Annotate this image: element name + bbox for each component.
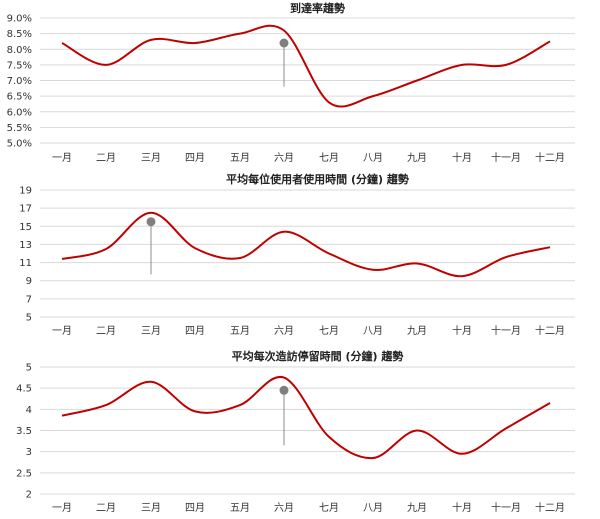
x-tick-label: 一月 [52, 502, 72, 514]
y-tick-label: 5 [26, 363, 32, 374]
y-tick-label: 5 [26, 313, 32, 324]
x-tick-label: 十二月 [535, 151, 565, 164]
x-tick-label: 十月 [452, 501, 472, 514]
y-tick-label: 5.5% [7, 123, 32, 134]
y-tick-label: 7.0% [7, 76, 32, 87]
y-tick-label: 5.0% [7, 139, 32, 150]
marker-dot [279, 38, 289, 48]
x-tick-label: 十月 [452, 324, 472, 337]
y-tick-label: 2 [26, 490, 32, 501]
y-tick-label: 2.5 [16, 468, 32, 479]
x-tick-label: 九月 [407, 502, 427, 514]
x-tick-label: 十一月 [491, 324, 521, 337]
y-tick-label: 4.5 [16, 384, 32, 395]
marker-dot [146, 217, 156, 227]
y-tick-label: 19 [19, 186, 32, 197]
x-tick-label: 八月 [363, 325, 383, 337]
chart-title-1: 到達率趨勢 [290, 1, 345, 15]
x-tick-label: 九月 [407, 325, 427, 337]
x-tick-label: 四月 [185, 325, 205, 337]
x-tick-label: 十二月 [535, 324, 565, 337]
series-line-3 [61, 376, 551, 460]
chart-title-2: 平均每位使用者使用時間 (分鐘) 趨勢 [226, 172, 409, 186]
y-tick-label: 3 [26, 447, 32, 458]
x-tick-label: 二月 [96, 325, 116, 337]
x-tick-label: 九月 [407, 152, 427, 164]
y-tick-label: 13 [19, 240, 32, 251]
x-tick-label: 三月 [141, 152, 161, 164]
x-tick-label: 六月 [274, 325, 294, 337]
y-tick-label: 6.5% [7, 92, 32, 103]
x-tick-label: 四月 [185, 502, 205, 514]
x-tick-label: 十二月 [535, 501, 565, 514]
x-tick-label: 四月 [185, 152, 205, 164]
y-tick-label: 3.5 [16, 426, 32, 437]
x-tick-label: 三月 [141, 502, 161, 514]
x-tick-label: 二月 [96, 152, 116, 164]
x-tick-label: 十月 [452, 151, 472, 164]
marker-dot [279, 385, 289, 395]
y-tick-label: 9.0% [7, 14, 32, 25]
x-tick-label: 八月 [363, 502, 383, 514]
x-tick-label: 十一月 [491, 151, 521, 164]
y-tick-label: 8.5% [7, 29, 32, 40]
y-tick-label: 11 [19, 258, 32, 269]
x-tick-label: 八月 [363, 152, 383, 164]
x-tick-label: 七月 [319, 502, 339, 514]
y-tick-label: 17 [19, 204, 32, 215]
series-line-1 [61, 24, 551, 108]
x-tick-label: 五月 [230, 325, 250, 337]
x-tick-label: 六月 [274, 152, 294, 164]
x-tick-label: 七月 [319, 152, 339, 164]
x-tick-label: 三月 [141, 325, 161, 337]
x-tick-label: 一月 [52, 325, 72, 337]
y-tick-label: 4 [26, 405, 32, 416]
y-tick-label: 7 [26, 294, 32, 305]
x-tick-label: 七月 [319, 325, 339, 337]
x-tick-label: 五月 [230, 152, 250, 164]
x-tick-label: 六月 [274, 502, 294, 514]
x-tick-label: 一月 [52, 152, 72, 164]
series-line-2 [61, 211, 551, 278]
y-tick-label: 8.0% [7, 45, 32, 56]
y-tick-label: 9 [26, 276, 32, 287]
y-tick-label: 6.0% [7, 107, 32, 118]
x-tick-label: 五月 [230, 502, 250, 514]
y-tick-label: 15 [19, 222, 32, 233]
y-tick-label: 7.5% [7, 60, 32, 71]
chart-title-3: 平均每次造訪停留時間 (分鐘) 趨勢 [232, 349, 404, 363]
x-tick-label: 十一月 [491, 501, 521, 514]
x-tick-label: 二月 [96, 502, 116, 514]
